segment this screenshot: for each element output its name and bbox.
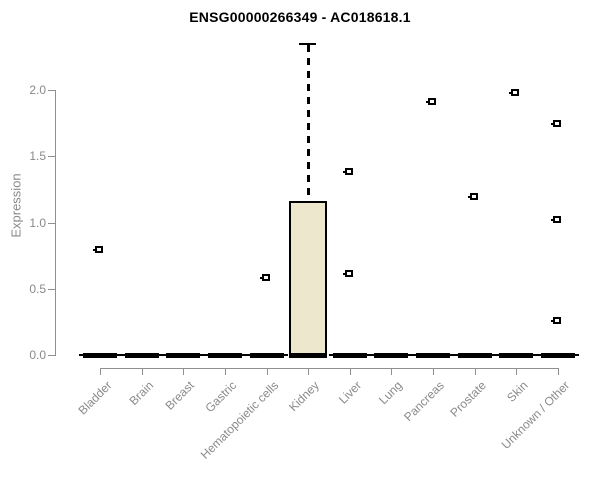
flat-boxplot-bar	[458, 353, 492, 358]
outlier-point	[468, 193, 478, 200]
y-tick	[48, 156, 55, 157]
outlier-point	[551, 216, 561, 223]
x-tick	[516, 368, 517, 375]
flat-boxplot-bar	[83, 353, 117, 358]
y-tick	[48, 90, 55, 91]
outlier-point	[343, 270, 353, 277]
x-tick	[475, 368, 476, 375]
x-tick	[558, 368, 559, 375]
outlier-point	[509, 89, 519, 96]
x-axis-line	[100, 368, 559, 369]
x-tick-label: Pancreas	[401, 378, 448, 425]
y-tick-label: 0.5	[29, 282, 46, 296]
flat-boxplot-bar	[541, 353, 575, 358]
y-tick	[48, 355, 55, 356]
flat-boxplot-bar	[416, 353, 450, 358]
y-tick-label: 0.0	[29, 348, 46, 362]
outlier-point	[551, 317, 561, 324]
x-tick-label: Liver	[335, 378, 365, 407]
y-axis-line	[55, 90, 56, 356]
y-tick	[48, 289, 55, 290]
x-tick	[267, 368, 268, 375]
x-tick-label: Brain	[126, 378, 157, 409]
flat-boxplot-bar	[208, 353, 242, 358]
x-tick-label: Bladder	[75, 378, 115, 418]
x-tick-label: Skin	[503, 378, 531, 405]
y-tick-label: 2.0	[29, 83, 46, 97]
y-tick-label: 1.5	[29, 149, 46, 163]
outlier-point	[93, 246, 103, 253]
y-tick-label: 1.0	[29, 216, 46, 230]
boxplot-whisker	[307, 45, 310, 202]
x-tick-label: Hematopoietic cells	[197, 378, 282, 462]
x-tick	[350, 368, 351, 375]
x-tick-label: Gastric	[202, 378, 240, 416]
flat-boxplot-bar	[333, 353, 367, 358]
flat-boxplot-bar	[250, 353, 284, 358]
flat-boxplot-bar	[125, 353, 159, 358]
outlier-point	[426, 98, 436, 105]
x-tick	[183, 368, 184, 375]
x-tick	[433, 368, 434, 375]
outlier-point	[260, 274, 270, 281]
x-tick-label: Lung	[376, 378, 406, 408]
x-tick-label: Breast	[162, 378, 198, 413]
boxplot-box	[289, 201, 327, 357]
outlier-point	[343, 168, 353, 175]
x-tick	[225, 368, 226, 375]
chart-title: ENSG00000266349 - AC018618.1	[189, 9, 411, 25]
x-tick	[142, 368, 143, 375]
x-tick-label: Prostate	[447, 378, 490, 420]
x-tick-label: Kidney	[286, 378, 323, 415]
outlier-point	[551, 120, 561, 127]
flat-boxplot-bar	[499, 353, 533, 358]
x-tick	[308, 368, 309, 375]
flat-boxplot-bar	[166, 353, 200, 358]
flat-boxplot-bar	[374, 353, 408, 358]
x-tick	[391, 368, 392, 375]
boxplot-median	[289, 353, 327, 358]
y-tick	[48, 223, 55, 224]
x-tick	[100, 368, 101, 375]
boxplot-whisker-cap	[299, 43, 316, 45]
